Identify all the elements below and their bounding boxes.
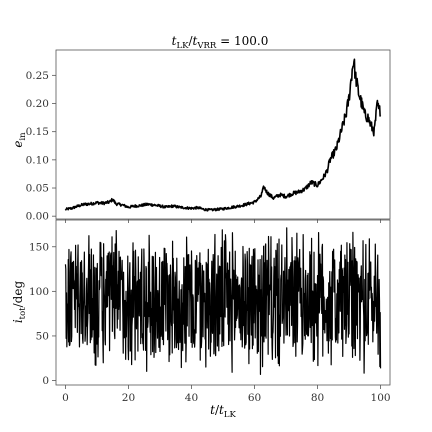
bottom-y-axis-label: itot/deg [11,281,28,324]
top-y-ticks: 0.00 0.05 0.10 0.15 0.20 0.25 [26,70,56,223]
bottom-panel: 0 50 100 150 0 20 40 60 80 100 itot/deg t/tLK [11,219,391,420]
top-panel: 0.00 0.05 0.10 0.15 0.20 0.25 ein [11,49,391,223]
x-tick-label: 60 [248,392,261,404]
top-y-tick-label: 0.10 [26,154,49,166]
e-in-series-line [64,58,382,212]
top-panel-frame [55,49,391,220]
bottom-y-tick-label: 50 [36,330,49,342]
top-y-tick-label: 0.20 [26,98,49,110]
x-axis-label: t/tLK [210,403,236,420]
chart-title: tLK/tVRR = 100.0 [172,34,269,51]
top-y-tick-label: 0.25 [26,70,49,82]
bottom-y-tick-label: 0 [42,375,49,387]
x-tick-label: 40 [185,392,198,404]
bottom-panel-frame [55,219,391,386]
top-y-axis-label: ein [11,132,28,148]
top-y-tick-label: 0.15 [26,126,49,138]
i-tot-series-line [64,227,382,376]
x-ticks: 0 20 40 60 80 100 [62,219,391,404]
bottom-y-ticks: 0 50 100 150 [29,241,56,387]
top-y-tick-label: 0.00 [26,211,49,223]
x-tick-label: 80 [311,392,324,404]
x-tick-label: 0 [62,392,69,404]
bottom-y-tick-label: 150 [29,241,49,253]
top-y-tick-label: 0.05 [26,183,49,195]
bottom-y-tick-label: 100 [29,286,49,298]
x-tick-label: 20 [122,392,135,404]
x-tick-label: 100 [371,392,391,404]
